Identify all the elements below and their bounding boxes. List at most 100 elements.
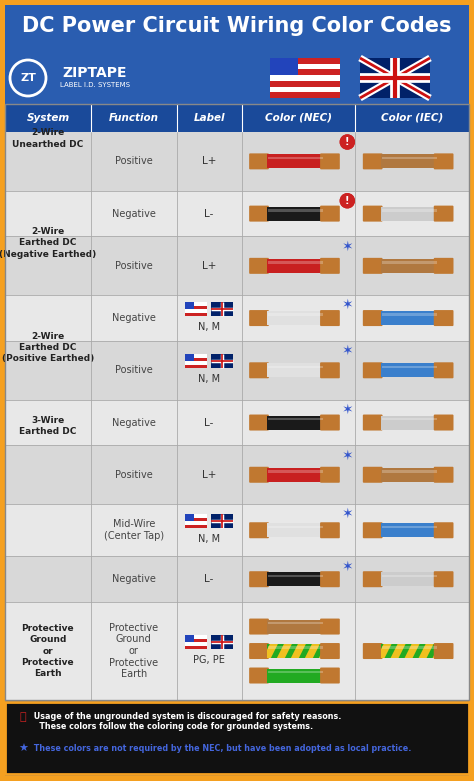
FancyBboxPatch shape	[185, 355, 194, 362]
FancyBboxPatch shape	[382, 418, 437, 420]
FancyBboxPatch shape	[270, 70, 340, 75]
FancyBboxPatch shape	[320, 153, 340, 169]
FancyBboxPatch shape	[185, 365, 207, 369]
FancyBboxPatch shape	[267, 644, 322, 658]
Text: Negative: Negative	[112, 209, 155, 219]
Text: Positive: Positive	[115, 156, 153, 166]
Text: Color (NEC): Color (NEC)	[265, 113, 332, 123]
FancyBboxPatch shape	[363, 362, 383, 378]
FancyBboxPatch shape	[270, 87, 340, 92]
Text: L+: L+	[202, 156, 216, 166]
Text: ✶: ✶	[341, 559, 353, 573]
FancyBboxPatch shape	[267, 523, 322, 537]
FancyBboxPatch shape	[268, 418, 323, 420]
Text: ZIPTAPE: ZIPTAPE	[63, 66, 127, 80]
Text: Protective
Ground
or
Protective
Earth: Protective Ground or Protective Earth	[22, 624, 74, 678]
Text: N, M: N, M	[198, 322, 220, 332]
FancyBboxPatch shape	[267, 669, 322, 683]
FancyBboxPatch shape	[320, 362, 340, 378]
Text: L+: L+	[202, 469, 216, 480]
Text: ⓘ: ⓘ	[20, 712, 27, 722]
Text: ✶: ✶	[341, 448, 353, 462]
FancyBboxPatch shape	[185, 514, 194, 521]
Text: ✶: ✶	[341, 240, 353, 254]
Text: These colors are not required by the NEC, but have been adopted as local practic: These colors are not required by the NEC…	[31, 744, 411, 753]
FancyBboxPatch shape	[249, 668, 269, 683]
Polygon shape	[263, 644, 278, 658]
FancyBboxPatch shape	[211, 302, 233, 316]
Text: L-: L-	[204, 574, 214, 584]
FancyBboxPatch shape	[268, 366, 323, 368]
FancyBboxPatch shape	[381, 363, 436, 377]
Text: L+: L+	[202, 261, 216, 271]
Polygon shape	[319, 644, 334, 658]
FancyBboxPatch shape	[434, 205, 454, 222]
Text: !: !	[345, 196, 349, 205]
Text: ZT: ZT	[20, 73, 36, 83]
FancyBboxPatch shape	[267, 311, 322, 325]
FancyBboxPatch shape	[382, 470, 437, 473]
FancyBboxPatch shape	[185, 362, 207, 365]
FancyBboxPatch shape	[268, 261, 323, 264]
FancyBboxPatch shape	[363, 643, 383, 659]
FancyBboxPatch shape	[434, 571, 454, 587]
FancyBboxPatch shape	[268, 313, 323, 316]
FancyBboxPatch shape	[320, 467, 340, 483]
FancyBboxPatch shape	[363, 522, 383, 538]
FancyBboxPatch shape	[381, 468, 436, 482]
Text: Positive: Positive	[115, 366, 153, 376]
FancyBboxPatch shape	[382, 575, 437, 577]
FancyBboxPatch shape	[267, 155, 322, 169]
Text: !: !	[345, 137, 349, 147]
FancyBboxPatch shape	[320, 522, 340, 538]
FancyBboxPatch shape	[249, 643, 269, 659]
FancyBboxPatch shape	[5, 237, 469, 295]
Text: L-: L-	[204, 209, 214, 219]
FancyBboxPatch shape	[249, 205, 269, 222]
FancyBboxPatch shape	[270, 81, 340, 87]
FancyBboxPatch shape	[363, 153, 383, 169]
FancyBboxPatch shape	[363, 310, 383, 326]
FancyBboxPatch shape	[381, 155, 436, 169]
FancyBboxPatch shape	[270, 75, 340, 81]
FancyBboxPatch shape	[434, 415, 454, 430]
FancyBboxPatch shape	[434, 310, 454, 326]
FancyBboxPatch shape	[267, 259, 322, 273]
Text: Negative: Negative	[112, 418, 155, 427]
FancyBboxPatch shape	[381, 644, 436, 658]
FancyBboxPatch shape	[382, 366, 437, 368]
FancyBboxPatch shape	[382, 261, 437, 264]
FancyBboxPatch shape	[382, 209, 437, 212]
Text: ✶: ✶	[341, 298, 353, 312]
FancyBboxPatch shape	[5, 295, 469, 341]
Text: LABEL I.D. SYSTEMS: LABEL I.D. SYSTEMS	[60, 82, 130, 88]
FancyBboxPatch shape	[268, 671, 323, 673]
FancyBboxPatch shape	[270, 58, 340, 64]
Polygon shape	[291, 644, 306, 658]
FancyBboxPatch shape	[382, 526, 437, 528]
FancyBboxPatch shape	[185, 355, 207, 358]
FancyBboxPatch shape	[363, 467, 383, 483]
Text: Positive: Positive	[115, 261, 153, 271]
FancyBboxPatch shape	[185, 635, 207, 639]
FancyBboxPatch shape	[249, 258, 269, 274]
FancyBboxPatch shape	[267, 207, 322, 220]
FancyBboxPatch shape	[5, 132, 469, 191]
FancyBboxPatch shape	[185, 635, 194, 642]
FancyBboxPatch shape	[249, 619, 269, 634]
FancyBboxPatch shape	[249, 310, 269, 326]
FancyBboxPatch shape	[381, 207, 436, 220]
Text: ✶: ✶	[341, 507, 353, 521]
Text: Color (IEC): Color (IEC)	[381, 113, 443, 123]
Polygon shape	[376, 644, 392, 658]
Text: Usage of the ungrounded system is discouraged for safety reasons.
   These color: Usage of the ungrounded system is discou…	[31, 712, 341, 731]
FancyBboxPatch shape	[185, 305, 207, 309]
Text: Negative: Negative	[112, 313, 155, 323]
FancyBboxPatch shape	[381, 259, 436, 273]
Text: System: System	[27, 113, 70, 123]
FancyBboxPatch shape	[5, 341, 469, 400]
FancyBboxPatch shape	[434, 643, 454, 659]
Polygon shape	[404, 644, 419, 658]
Text: N, M: N, M	[198, 534, 220, 544]
FancyBboxPatch shape	[267, 468, 322, 482]
